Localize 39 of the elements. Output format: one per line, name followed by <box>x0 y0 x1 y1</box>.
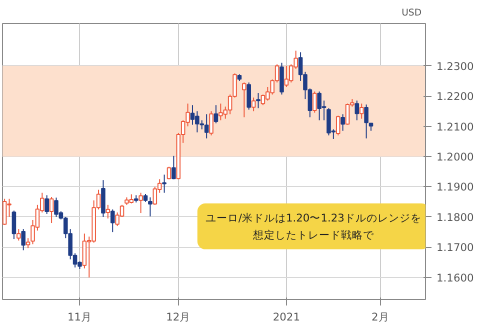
y-tick-label: 1.2200 <box>436 90 474 104</box>
candlestick <box>336 115 340 136</box>
candlestick <box>172 155 176 180</box>
candlestick <box>162 174 166 194</box>
candlestick <box>340 114 345 132</box>
x-tick-label: 2月 <box>372 310 390 324</box>
candlestick <box>110 208 115 233</box>
candlestick <box>138 192 143 214</box>
y-tick-label: 1.1800 <box>436 210 474 224</box>
candlestick <box>49 196 54 224</box>
candlestick <box>44 194 49 214</box>
candlestick <box>21 228 26 251</box>
candlestick <box>152 186 158 206</box>
y-tick-label: 1.1900 <box>436 180 474 194</box>
y-tick-label: 1.2300 <box>436 60 474 73</box>
candlestick <box>246 82 252 110</box>
candlestick <box>359 103 364 120</box>
candlestick <box>251 97 256 112</box>
candlestick <box>209 110 214 136</box>
candlestick <box>312 91 317 114</box>
y-tick-label: 1.2100 <box>436 120 474 134</box>
candlestick <box>16 228 21 242</box>
x-tick-label: 12月 <box>166 310 191 324</box>
candlestick <box>256 92 260 109</box>
y-tick-label: 1.1700 <box>436 241 474 254</box>
candlestick <box>148 196 152 217</box>
candlestick <box>242 82 246 118</box>
annotation: ユーロ/米ドルは1.20〜1.23ドルのレンジを想定したトレード戦略で <box>205 211 422 242</box>
y-tick-label: 1.1600 <box>436 271 474 284</box>
y-tick-label: 1.2000 <box>436 150 474 164</box>
candlestick <box>12 210 16 240</box>
y-axis-title: USD <box>402 8 422 18</box>
x-tick-label: 2021 <box>272 310 300 324</box>
candlestick <box>364 104 368 139</box>
x-tick-label: 11月 <box>67 310 92 324</box>
candlestick <box>106 204 110 219</box>
candlestick <box>26 238 30 249</box>
candlestick <box>214 104 218 124</box>
candlestick <box>354 100 360 121</box>
